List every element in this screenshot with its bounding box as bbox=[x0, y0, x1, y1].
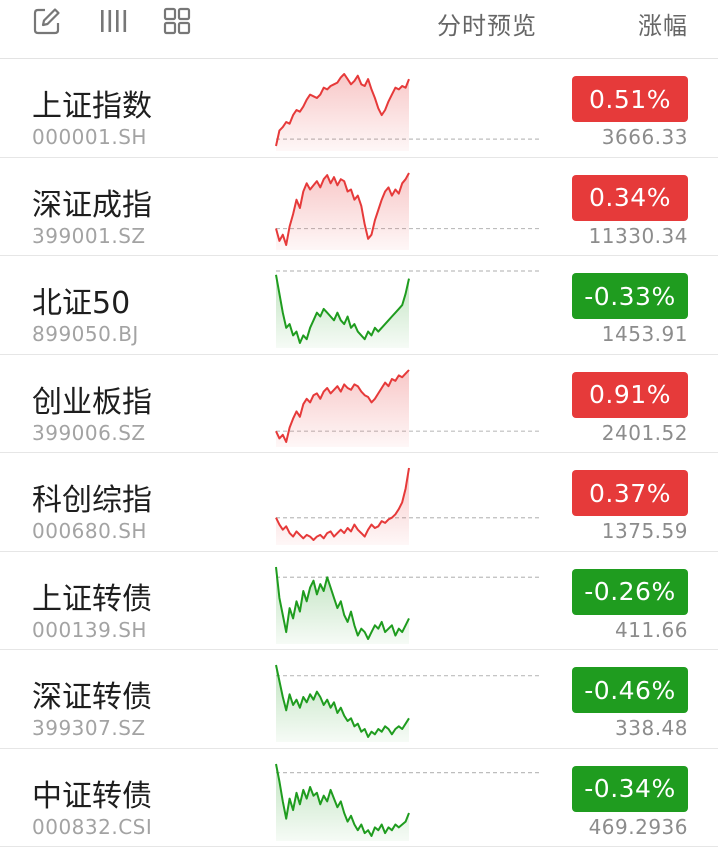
index-code: 000680.SH bbox=[32, 519, 147, 543]
intraday-sparkline bbox=[275, 664, 540, 742]
change-badge[interactable]: -0.33% bbox=[572, 273, 688, 319]
list-item[interactable]: 深证转债 399307.SZ -0.46% 338.48 bbox=[0, 650, 718, 749]
intraday-sparkline bbox=[275, 368, 540, 447]
intraday-line bbox=[275, 467, 410, 541]
change-badge[interactable]: 0.37% bbox=[572, 470, 688, 516]
intraday-area bbox=[276, 274, 409, 348]
change-badge[interactable]: -0.46% bbox=[572, 667, 688, 713]
index-code: 399307.SZ bbox=[32, 716, 146, 740]
intraday-preview-header[interactable]: 分时预览 bbox=[437, 12, 537, 40]
index-code: 000139.SH bbox=[32, 617, 147, 642]
index-name: 上证转债 bbox=[32, 581, 152, 617]
index-name: 创业板指 bbox=[32, 384, 152, 420]
list-item[interactable]: 创业板指 399006.SZ 0.91% 2401.52 bbox=[0, 355, 718, 453]
change-badge[interactable]: 0.34% bbox=[572, 174, 688, 221]
intraday-sparkline bbox=[275, 172, 540, 250]
toolbar: 分时预览 涨幅 bbox=[0, 0, 718, 58]
list-item[interactable]: 上证指数 000001.SH 0.51% 3666.33 bbox=[0, 59, 718, 158]
index-code: 000001.SH bbox=[32, 125, 147, 149]
index-name: 中证转债 bbox=[32, 778, 152, 814]
intraday-sparkline bbox=[275, 566, 540, 644]
last-price: 1453.91 bbox=[601, 322, 688, 346]
index-name: 北证50 bbox=[32, 286, 131, 321]
intraday-area bbox=[276, 566, 409, 644]
intraday-area bbox=[276, 468, 409, 545]
intraday-area bbox=[276, 172, 409, 250]
intraday-line bbox=[275, 274, 410, 344]
last-price: 469.2936 bbox=[588, 814, 688, 839]
last-price: 3666.33 bbox=[601, 125, 688, 149]
list-item[interactable]: 北证50 899050.BJ -0.33% 1453.91 bbox=[0, 256, 718, 355]
last-price: 11330.34 bbox=[588, 223, 688, 248]
index-code: 899050.BJ bbox=[32, 322, 139, 346]
change-badge[interactable]: 0.91% bbox=[572, 371, 688, 418]
list-item[interactable]: 深证成指 399001.SZ 0.34% 11330.34 bbox=[0, 158, 718, 256]
grid-view-icon[interactable] bbox=[162, 6, 192, 36]
intraday-line bbox=[275, 368, 410, 443]
index-code: 000832.CSI bbox=[32, 814, 153, 839]
index-name: 上证指数 bbox=[32, 89, 152, 124]
index-name: 深证转债 bbox=[32, 680, 152, 715]
list-item[interactable]: 科创综指 000680.SH 0.37% 1375.59 bbox=[0, 453, 718, 552]
index-code: 399001.SZ bbox=[32, 223, 146, 248]
intraday-line bbox=[275, 172, 410, 246]
intraday-line bbox=[275, 73, 410, 147]
list-item[interactable]: 上证转债 000139.SH -0.26% 411.66 bbox=[0, 552, 718, 650]
list-item[interactable]: 中证转债 000832.CSI -0.34% 469.2936 bbox=[0, 749, 718, 847]
intraday-sparkline bbox=[275, 270, 540, 348]
change-badge[interactable]: -0.34% bbox=[572, 765, 688, 812]
change-badge[interactable]: 0.51% bbox=[572, 76, 688, 122]
intraday-line bbox=[275, 566, 410, 640]
intraday-line bbox=[275, 664, 410, 738]
change-percent-header[interactable]: 涨幅 bbox=[638, 12, 688, 40]
index-name: 科创综指 bbox=[32, 483, 152, 518]
column-view-icon[interactable] bbox=[99, 6, 129, 36]
change-badge[interactable]: -0.26% bbox=[572, 568, 688, 615]
intraday-sparkline bbox=[275, 73, 540, 151]
header-divider bbox=[0, 58, 718, 59]
last-price: 411.66 bbox=[615, 617, 688, 642]
intraday-area bbox=[276, 369, 409, 447]
last-price: 1375.59 bbox=[601, 519, 688, 543]
index-code: 399006.SZ bbox=[32, 420, 146, 445]
intraday-sparkline bbox=[275, 467, 540, 545]
last-price: 2401.52 bbox=[601, 420, 688, 445]
index-name: 深证成指 bbox=[32, 187, 152, 223]
intraday-sparkline bbox=[275, 763, 540, 841]
intraday-line bbox=[275, 763, 410, 837]
intraday-area bbox=[276, 763, 409, 841]
edit-icon[interactable] bbox=[32, 6, 62, 36]
intraday-area bbox=[276, 74, 409, 151]
intraday-area bbox=[276, 665, 409, 742]
last-price: 338.48 bbox=[615, 716, 688, 740]
